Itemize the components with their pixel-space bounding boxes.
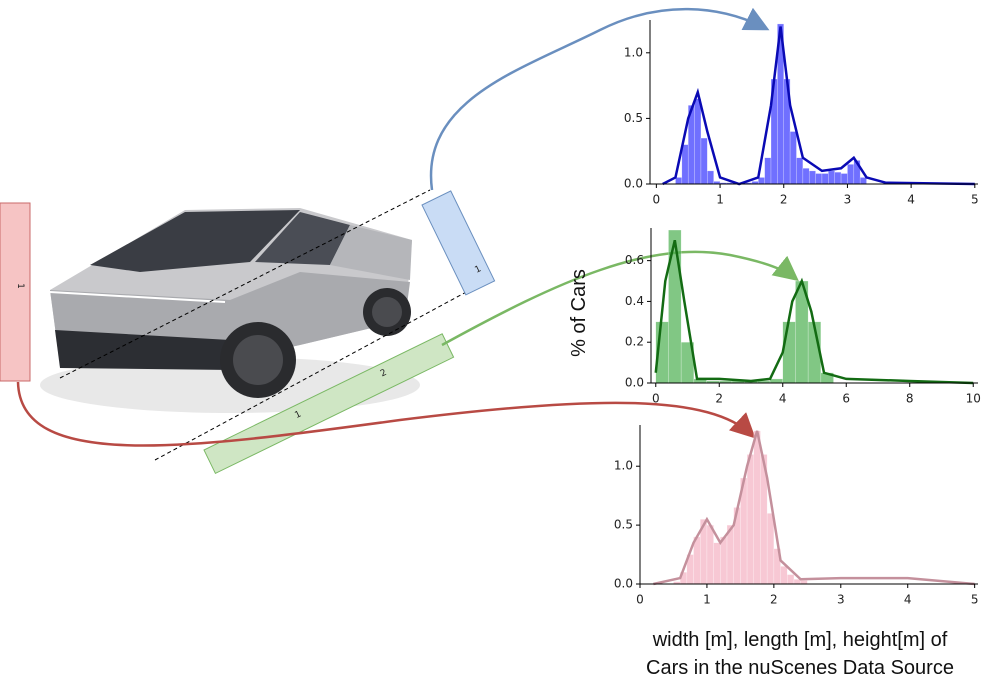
y-tick-label: 0.0 [614,577,633,591]
y-axis-label: % of Cars [568,269,590,357]
histogram-bar [782,321,796,384]
histogram-bar [789,131,797,185]
x-tick-label: 0 [652,392,660,406]
x-tick-label: 3 [844,193,852,207]
y-tick-label: 0.2 [625,335,644,349]
x-tick-label: 0 [653,193,661,207]
x-tick-label: 3 [837,593,845,607]
x-tick-label: 10 [966,392,981,406]
y-tick-label: 1.0 [624,45,643,59]
car-illustration [40,208,420,413]
ruler-label: 1 [293,409,303,421]
guide-line [59,189,431,379]
x-tick-label: 1 [703,593,711,607]
x-tick-label: 5 [971,593,979,607]
x-tick-label: 5 [971,193,979,207]
histogram-bar [828,170,835,185]
histogram-bar [694,98,702,185]
histogram-bar [681,144,689,185]
histogram-bar [668,229,682,384]
length-ruler: 1 2 [203,333,455,475]
caption: Cars in the nuScenes Data Source [646,657,954,679]
y-tick-label: 0.4 [625,294,644,308]
x-tick-label: 4 [779,392,787,406]
histogram-bar [766,513,775,585]
histogram-bar [821,173,829,185]
histogram-bar [847,164,855,185]
ruler-label: 1 [473,264,483,276]
histogram-bar [713,542,721,585]
histogram-bar [700,137,708,185]
x-tick-label: 1 [716,193,724,207]
histogram-bar [859,177,867,185]
histogram-bar [675,177,683,185]
histogram-bar [802,168,810,185]
guide-line [154,289,471,461]
x-tick-label: 0 [636,593,644,607]
density-curve [662,26,975,186]
histogram-bar [800,580,808,585]
density-curve [653,430,975,586]
y-tick-label: 0.5 [624,111,643,125]
histogram-bar [769,378,784,384]
y-tick-label: 0.5 [614,518,633,532]
x-tick-label: 2 [715,392,723,406]
histogram-bar [706,524,714,585]
y-tick-label: 0.6 [625,253,644,267]
histogram-bar [786,574,795,585]
y-tick-label: 0.0 [625,376,644,390]
x-tick-label: 2 [780,193,788,207]
arrow [429,7,770,191]
histogram-bar [707,170,714,185]
histogram-bar [840,173,848,185]
x-tick-label: 2 [770,593,778,607]
histogram-bar [693,536,701,585]
histogram-bar [834,171,842,185]
y-tick-label: 1.0 [614,459,633,473]
density-curve [654,239,974,385]
width-ruler: 1 [421,190,496,296]
x-tick-label: 4 [907,193,915,207]
x-tick-label: 6 [842,392,850,406]
histogram-bar [720,536,728,585]
histogram-bar [780,566,788,585]
arrow [441,250,799,347]
height-ruler [0,202,31,382]
histogram-bar [796,157,804,185]
histogram-bar [808,170,816,185]
ruler-label: 1 [15,283,25,289]
ruler-label: 2 [379,368,389,380]
histogram-bar [753,430,761,585]
caption: width [m], length [m], height[m] of [652,629,948,651]
arrow [16,381,756,447]
x-tick-label: 4 [904,593,912,607]
histogram-bar [746,454,755,585]
y-tick-label: 0.0 [624,177,643,191]
histogram-bar [815,173,823,185]
histogram-bar [764,157,772,185]
x-tick-label: 8 [906,392,914,406]
